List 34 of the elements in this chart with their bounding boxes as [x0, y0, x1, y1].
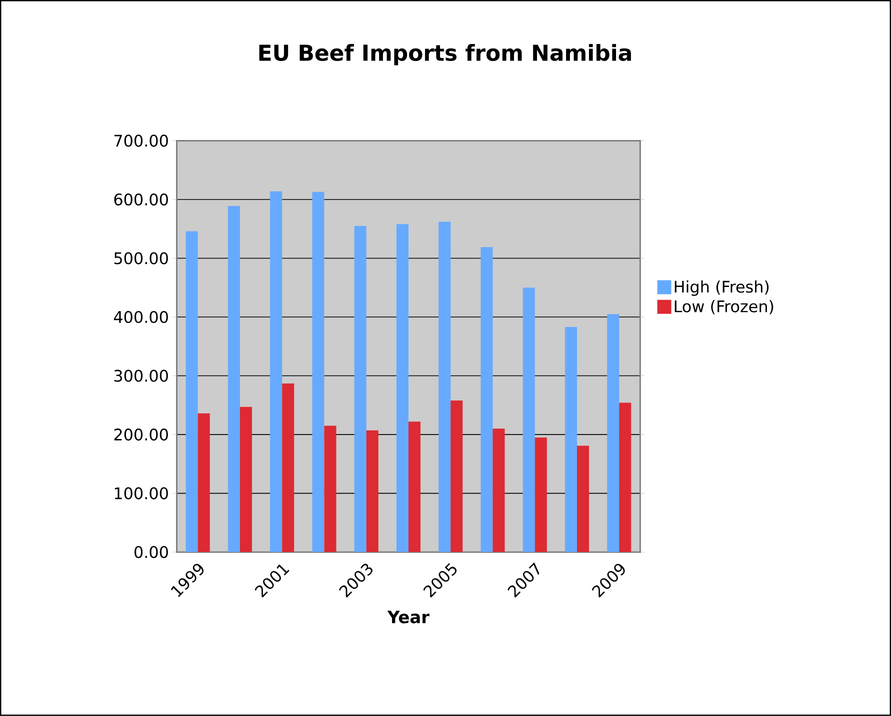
y-tick-label: 600.00 — [114, 194, 168, 206]
y-tick-label: 0.00 — [134, 546, 168, 558]
bar — [564, 327, 577, 552]
bar — [408, 422, 420, 552]
bar — [282, 384, 294, 552]
y-tick-label: 300.00 — [114, 370, 168, 382]
bar — [366, 430, 378, 552]
bar — [240, 407, 252, 552]
bar — [480, 247, 493, 552]
bar — [324, 426, 336, 552]
legend-label: Low (Frozen) — [674, 300, 774, 314]
bar — [607, 314, 620, 552]
bar — [186, 231, 198, 552]
y-tick-label: 700.00 — [114, 134, 168, 147]
bar — [228, 206, 240, 552]
bar — [312, 192, 324, 552]
bar — [619, 402, 632, 552]
bar — [492, 428, 505, 552]
bar — [438, 222, 451, 552]
y-tick-label: 200.00 — [114, 428, 168, 441]
legend-label: High (Fresh) — [674, 280, 769, 296]
chart-title: EU Beef Imports from Namibia — [259, 44, 631, 66]
x-axis-title: Year — [387, 610, 430, 624]
y-tick-label: 100.00 — [114, 487, 168, 500]
bar — [354, 226, 366, 552]
bar — [270, 191, 282, 552]
bar — [522, 288, 535, 552]
bar — [396, 224, 408, 552]
bar — [534, 438, 547, 552]
y-tick-label: 400.00 — [114, 311, 168, 324]
bar — [576, 446, 589, 552]
bar — [450, 400, 463, 552]
y-tick-label: 500.00 — [114, 252, 168, 264]
bar — [198, 413, 210, 552]
